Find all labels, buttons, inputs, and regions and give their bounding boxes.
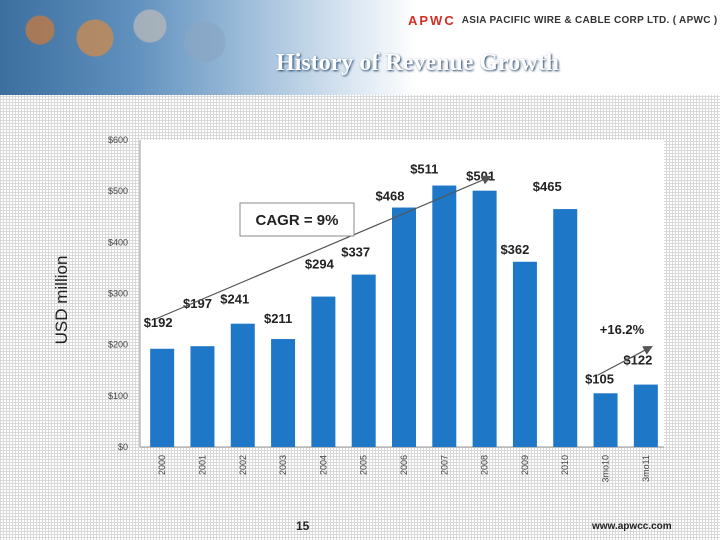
bar [271, 339, 296, 447]
chart-bars [150, 185, 658, 447]
bar [633, 384, 658, 447]
x-tick-label: 2009 [520, 455, 530, 475]
quarter-growth-arrow [597, 346, 653, 376]
x-tick-label: 3mo11 [641, 455, 651, 482]
bar [230, 323, 255, 447]
cagr-box [239, 202, 355, 237]
data-label: $362 [500, 242, 529, 257]
bar [593, 393, 618, 447]
bar [190, 346, 215, 447]
x-tick-label: 2010 [560, 455, 570, 475]
bar [512, 261, 537, 447]
cagr-text: CAGR = 9% [256, 212, 339, 229]
bar [150, 348, 175, 447]
y-tick-label: $400 [108, 237, 128, 247]
data-label: $241 [220, 292, 249, 307]
x-tick-label: 2005 [359, 455, 369, 475]
cable-spools-photo [0, 0, 260, 95]
data-label: $468 [376, 189, 405, 204]
cagr-trend-arrow [155, 175, 492, 320]
y-tick-label: $0 [118, 442, 128, 452]
chart-data-labels: $192$197 $241$211$294$337$468$511 $501$362… [144, 162, 653, 387]
data-label: $192 [144, 315, 173, 330]
data-label: $211 [264, 311, 292, 326]
x-tick-label: 2007 [439, 455, 449, 475]
data-label: $465 [533, 179, 562, 194]
page-title-text: History of Revenue Growth [276, 50, 559, 76]
bar [392, 207, 416, 447]
x-tick-label: 2002 [238, 455, 248, 475]
y-tick-label: $100 [108, 391, 128, 401]
x-tick-label: 2003 [278, 455, 288, 475]
y-tick-label: $200 [108, 340, 128, 350]
data-label: $511 [410, 162, 438, 177]
logo-mark: APWC [408, 12, 456, 28]
x-tick-label: 2004 [318, 455, 328, 475]
y-tick-label: $300 [108, 289, 128, 299]
footer-url[interactable]: www.apwcc.com [592, 521, 672, 532]
data-label: $197 [183, 296, 212, 311]
x-tick-label: 2008 [480, 455, 490, 475]
bar [432, 185, 457, 447]
data-label: $105 [585, 371, 614, 386]
chart-annotations: CAGR = 9% +16.2% [155, 175, 653, 376]
data-label: $122 [623, 353, 652, 368]
bar [311, 296, 336, 447]
data-label: $337 [341, 245, 370, 260]
x-tick-label: 3mo10 [601, 455, 611, 483]
header-banner [0, 0, 720, 95]
x-tick-label: 2001 [197, 455, 207, 475]
y-tick-label: $600 [108, 135, 128, 145]
quarter-growth-text: +16.2% [600, 322, 645, 337]
bar [351, 274, 376, 447]
y-tick-label: $500 [108, 186, 128, 196]
page-number: 15 [296, 519, 310, 533]
company-name: ASIA PACIFIC WIRE & CABLE CORP LTD. ( AP… [461, 14, 718, 26]
data-label: $294 [305, 257, 335, 272]
company-logo: APWC ASIA PACIFIC WIRE & CABLE CORP LTD.… [408, 12, 718, 28]
bar [472, 190, 497, 447]
x-tick-label: 2006 [399, 455, 409, 475]
bar [553, 209, 578, 447]
y-axis-title: USD million [52, 256, 71, 345]
page-title: History of Revenue Growth [0, 50, 720, 77]
x-tick-label: 2000 [157, 455, 167, 475]
